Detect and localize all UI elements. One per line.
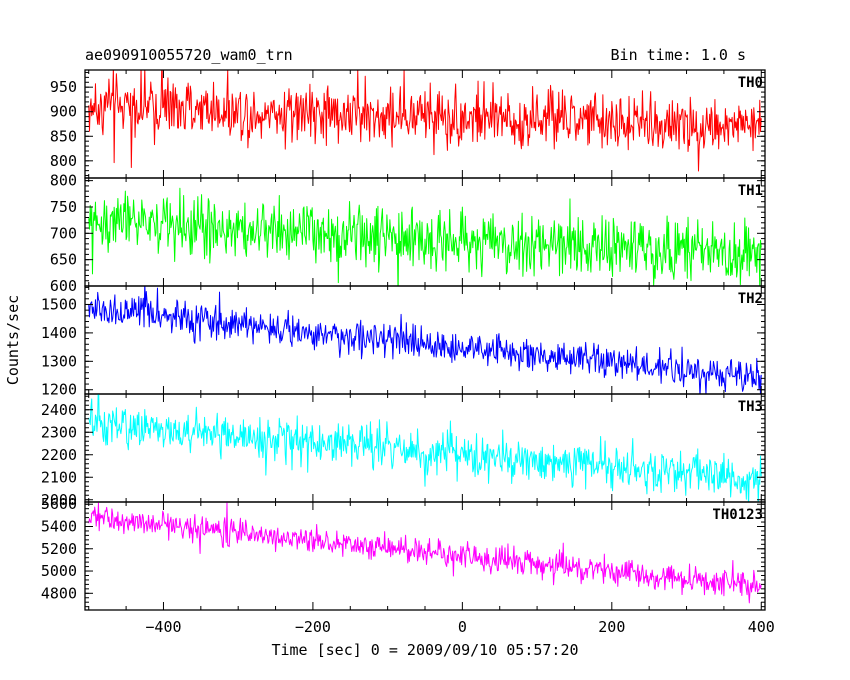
x-tick-label: −400 (145, 618, 181, 636)
bin-time-label: Bin time: 1.0 s (611, 46, 746, 64)
y-tick-label: 2400 (41, 401, 77, 419)
panel-label: TH3 (738, 399, 763, 415)
y-tick-label: 2000 (41, 491, 77, 509)
panel-th0123: 4800 5000 5200 5400 5600 TH0123 (41, 495, 766, 611)
y-tick-label: 1500 (41, 295, 77, 313)
y-tick-label: 800 (50, 152, 77, 170)
series-line-th2 (88, 286, 762, 394)
x-axis-title: Time [sec] 0 = 2009/09/10 05:57:20 (271, 641, 578, 659)
y-tick-label: 5200 (41, 540, 77, 558)
panel-label: TH2 (738, 291, 763, 307)
panel-label: TH1 (738, 183, 763, 199)
x-axis: −400 −200 0 200 400 (145, 618, 774, 636)
panel-frame (84, 69, 766, 179)
panel-th3: 2000 2100 2200 2300 2400 TH3 (41, 393, 766, 509)
y-tick-label: 750 (50, 198, 77, 216)
series-line-th1 (88, 187, 762, 286)
chart-title: ae090910055720_wam0_trn (85, 46, 293, 64)
x-tick-label: 400 (748, 618, 775, 636)
series-line-th0123 (88, 502, 762, 604)
x-tick-label: 200 (598, 618, 625, 636)
y-tick-label: 5000 (41, 562, 77, 580)
panel-th0: 800 850 900 950 TH0 (50, 69, 766, 179)
y-tick-label: 1400 (41, 324, 77, 342)
y-tick-label: 700 (50, 224, 77, 242)
y-tick-label: 1200 (41, 381, 77, 399)
y-axis-title: Counts/sec (4, 295, 22, 385)
series-line-th0 (88, 70, 762, 172)
y-tick-label: 650 (50, 251, 77, 269)
panels: 800 850 900 950 TH0 600 650 700 750 800 TH1 1200 130… (41, 69, 766, 611)
panel-frame (84, 501, 766, 611)
panel-label: TH0123 (712, 507, 763, 523)
y-tick-label: 2200 (41, 446, 77, 464)
y-tick-label: 4800 (41, 584, 77, 602)
panel-frame (84, 177, 766, 287)
y-tick-label: 2100 (41, 468, 77, 486)
y-tick-label: 800 (50, 172, 77, 190)
panel-label: TH0 (738, 75, 763, 91)
y-tick-label: 850 (50, 127, 77, 145)
y-tick-label: 900 (50, 103, 77, 121)
panel-th1: 600 650 700 750 800 TH1 (50, 172, 766, 295)
y-tick-label: 2300 (41, 423, 77, 441)
y-tick-label: 600 (50, 277, 77, 295)
panel-th2: 1200 1300 1400 1500 TH2 (41, 285, 766, 399)
y-tick-label: 950 (50, 78, 77, 96)
y-tick-label: 5400 (41, 517, 77, 535)
y-tick-label: 1300 (41, 352, 77, 370)
panel-frame (84, 285, 766, 395)
y-tick-label: 5600 (41, 495, 77, 513)
x-tick-label: −200 (295, 618, 331, 636)
series-line-th3 (88, 394, 762, 502)
x-tick-label: 0 (458, 618, 467, 636)
